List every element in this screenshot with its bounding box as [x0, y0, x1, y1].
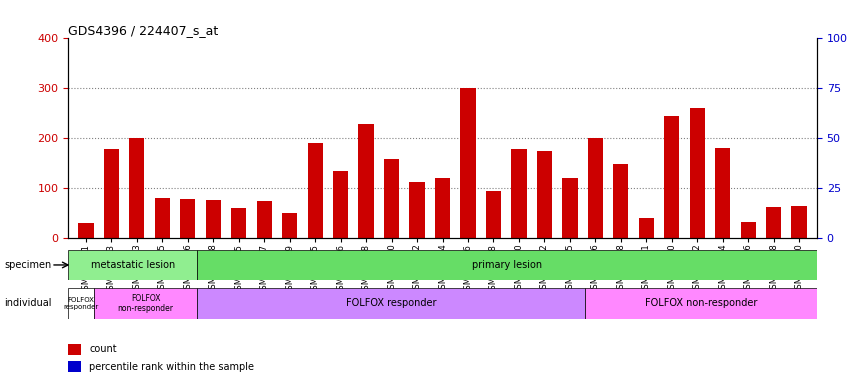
Text: GDS4396 / 224407_s_at: GDS4396 / 224407_s_at — [68, 24, 219, 37]
Text: count: count — [89, 344, 117, 354]
Text: individual: individual — [4, 298, 52, 308]
Bar — [614, 164, 629, 238]
FancyBboxPatch shape — [197, 250, 817, 280]
Text: primary lesion: primary lesion — [472, 260, 542, 270]
Bar — [282, 213, 297, 238]
Bar — [307, 143, 323, 238]
Bar — [511, 149, 527, 238]
Bar — [256, 200, 271, 238]
Bar — [460, 88, 476, 238]
Bar — [766, 207, 781, 238]
Bar — [358, 124, 374, 238]
Bar — [740, 222, 756, 238]
Bar — [155, 198, 170, 238]
Bar — [206, 200, 221, 238]
Bar — [486, 190, 501, 238]
FancyBboxPatch shape — [68, 250, 197, 280]
FancyBboxPatch shape — [68, 288, 94, 319]
Bar — [68, 361, 81, 372]
Bar — [68, 344, 81, 355]
FancyBboxPatch shape — [585, 288, 817, 319]
Bar — [180, 199, 196, 238]
Text: FOLFOX
responder: FOLFOX responder — [63, 297, 99, 310]
Bar — [537, 151, 552, 238]
Bar — [563, 178, 578, 238]
Text: specimen: specimen — [4, 260, 52, 270]
Bar — [791, 206, 807, 238]
Bar — [384, 159, 399, 238]
Bar — [231, 208, 247, 238]
Bar — [588, 138, 603, 238]
Bar — [129, 138, 145, 238]
Bar — [104, 149, 119, 238]
Bar — [333, 170, 348, 238]
Text: FOLFOX non-responder: FOLFOX non-responder — [644, 298, 757, 308]
FancyBboxPatch shape — [197, 288, 585, 319]
Bar — [638, 218, 654, 238]
FancyBboxPatch shape — [94, 288, 197, 319]
Bar — [689, 108, 705, 238]
Text: percentile rank within the sample: percentile rank within the sample — [89, 362, 254, 372]
Bar — [715, 148, 730, 238]
Bar — [664, 116, 679, 238]
Bar — [435, 178, 450, 238]
Text: FOLFOX responder: FOLFOX responder — [346, 298, 436, 308]
Bar — [409, 182, 425, 238]
Text: FOLFOX
non-responder: FOLFOX non-responder — [117, 294, 174, 313]
Bar — [78, 223, 94, 238]
Text: metastatic lesion: metastatic lesion — [90, 260, 174, 270]
